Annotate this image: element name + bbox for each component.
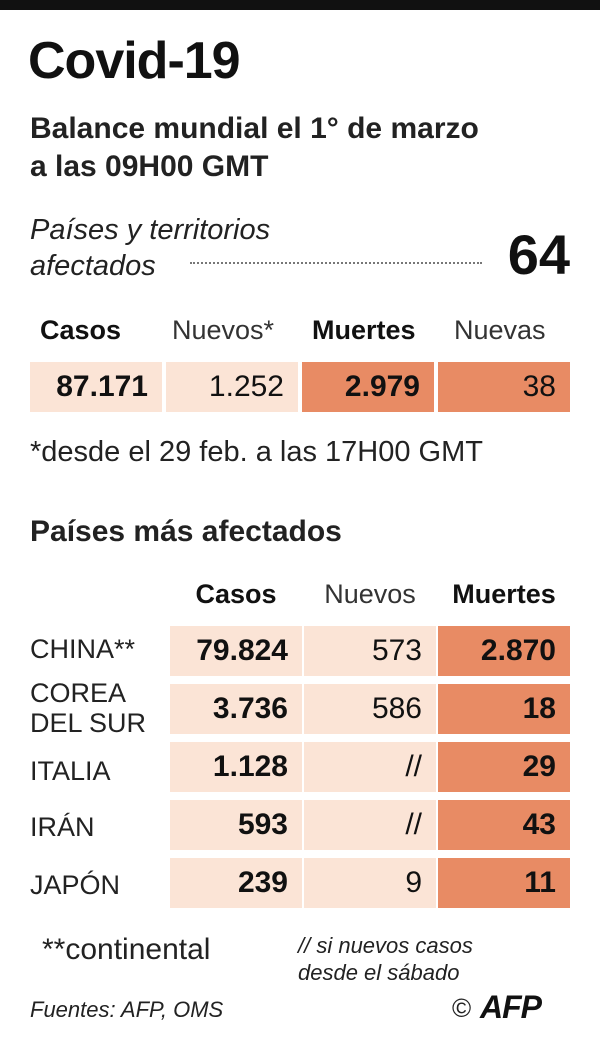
- note-new-cases: // si nuevos casos desde el sábado: [298, 932, 558, 986]
- top-bar: [0, 0, 600, 10]
- summary-new-value: 1.252: [166, 362, 298, 412]
- footnote-new: *desde el 29 feb. a las 17H00 GMT: [30, 436, 483, 468]
- affected-count: 64: [507, 223, 570, 286]
- summary-deaths-value: 2.979: [302, 362, 434, 412]
- note-new-cases-line-1: // si nuevos casos: [298, 933, 473, 958]
- table-cell-deaths: 18: [438, 684, 570, 734]
- table-cell-deaths: 29: [438, 742, 570, 792]
- table-cell-new: 586: [304, 684, 436, 734]
- country-name: JAPÓN: [30, 870, 120, 900]
- summary-header-new: Nuevos*: [172, 315, 275, 345]
- sources: Fuentes: AFP, OMS: [30, 997, 224, 1022]
- table-cell-deaths: 2.870: [438, 626, 570, 676]
- table-cell-new: 573: [304, 626, 436, 676]
- table-cell-cases: 3.736: [170, 684, 302, 734]
- summary-header-new-deaths: Nuevas: [454, 315, 546, 345]
- country-name: CHINA**: [30, 634, 135, 664]
- affected-label-line-2: afectados: [30, 250, 156, 282]
- country-name: COREA DEL SUR: [30, 678, 146, 738]
- country-name-line-1: CHINA**: [30, 634, 136, 664]
- table-header-deaths: Muertes: [452, 579, 556, 609]
- table-cell-new: //: [304, 800, 436, 850]
- summary-cases-value: 87.171: [30, 362, 162, 412]
- table-header-cases: Casos: [195, 579, 277, 609]
- subtitle: Balance mundial el 1° de marzo a las 09H…: [30, 110, 479, 186]
- country-name: ITALIA: [30, 756, 111, 786]
- copyright-icon: ©: [452, 993, 472, 1023]
- note-new-cases-line-2: desde el sábado: [298, 960, 460, 985]
- affected-label: Países y territorios afectados: [30, 212, 490, 284]
- summary-header-cases: Casos: [40, 315, 122, 345]
- section-title: Países más afectados: [30, 515, 342, 548]
- affected-label-line-1: Países y territorios: [30, 214, 271, 246]
- table-cell-new: //: [304, 742, 436, 792]
- summary-header-deaths: Muertes: [312, 315, 416, 345]
- subtitle-line-2: a las 09H00 GMT: [30, 150, 269, 183]
- country-name-line-1: IRÁN: [30, 812, 95, 842]
- page-title: Covid-19: [28, 32, 241, 90]
- country-name: IRÁN: [30, 812, 95, 842]
- table-cell-new: 9: [304, 858, 436, 908]
- subtitle-line-1: Balance mundial el 1° de marzo: [30, 112, 479, 145]
- afp-logo: AFP: [480, 989, 542, 1025]
- table-cell-cases: 1.128: [170, 742, 302, 792]
- country-name-line-2: DEL SUR: [30, 708, 147, 738]
- country-name-line-1: ITALIA: [30, 756, 111, 786]
- table-cell-deaths: 11: [438, 858, 570, 908]
- note-continental: **continental: [42, 933, 211, 966]
- country-name-line-1: COREA: [30, 678, 127, 708]
- table-header-new: Nuevos: [324, 579, 416, 609]
- table-cell-deaths: 43: [438, 800, 570, 850]
- dotted-leader: [190, 262, 482, 264]
- table-cell-cases: 593: [170, 800, 302, 850]
- summary-new-deaths-value: 38: [438, 362, 570, 412]
- country-name-line-1: JAPÓN: [30, 870, 121, 900]
- table-cell-cases: 239: [170, 858, 302, 908]
- table-cell-cases: 79.824: [170, 626, 302, 676]
